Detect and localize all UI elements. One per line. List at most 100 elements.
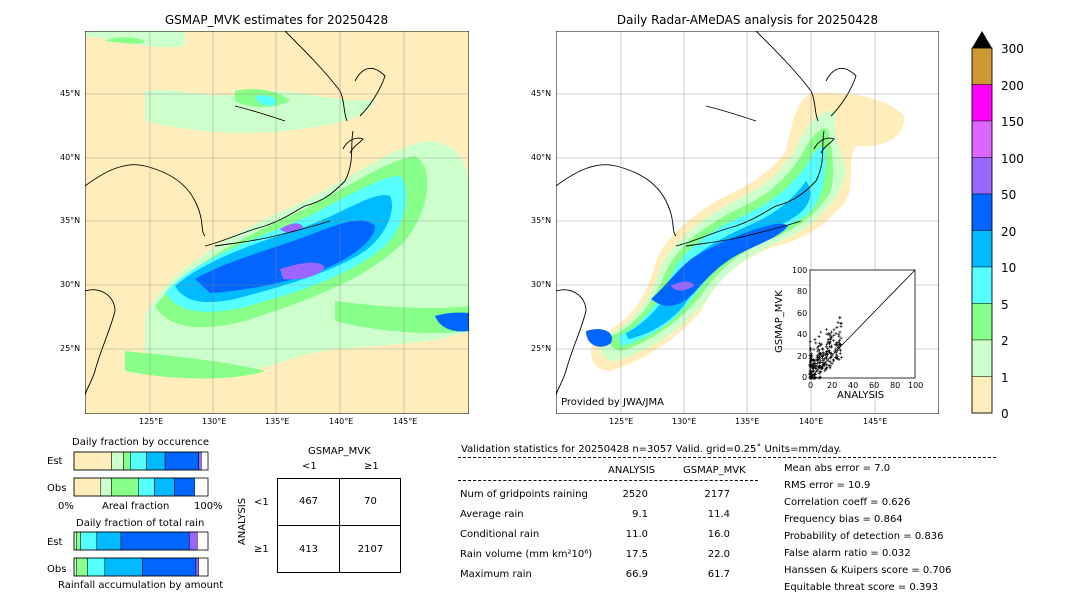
left-lon-label: 145°E [393,417,418,426]
scatter-point [821,366,825,370]
fraction-segment [164,451,199,471]
contingency-cell: 467 [298,496,319,507]
scatter-point [838,316,842,320]
scatter-xtick: 20 [827,381,838,390]
contingency-divider-h [278,525,400,526]
scatter-points [808,316,843,380]
total-rain-bars [73,531,209,577]
colorbar-label: 2 [1001,334,1009,348]
fraction-segment [123,451,131,471]
scatter-point [836,354,840,358]
contingency-row-title: ANALYSIS [237,497,249,546]
right-lat-label: 25°N [531,344,552,353]
left-map-title: GSMAP_MVK estimates for 20250428 [164,13,389,27]
occurrence-obs-bar [73,477,209,497]
scatter-point [839,349,843,353]
scatter-point [825,328,829,332]
scatter-point [808,353,812,357]
scatter-point [825,343,829,347]
validation-gsmap-value: 22.0 [707,549,730,560]
fraction-segment [120,531,190,551]
scatter-point [826,337,830,341]
scatter-point [838,338,842,342]
scatter-point [825,354,829,358]
validation-header-rule [458,457,996,458]
colorbar-label: 10 [1001,261,1017,275]
validation-analysis-value: 9.1 [632,509,648,520]
validation-score: False alarm ratio = 0.032 [784,548,911,559]
validation-col-header: ANALYSIS [608,465,656,476]
colorbar-cell [971,193,993,231]
validation-col-rule [458,480,758,481]
colorbar-label: 300 [1001,42,1024,56]
occurrence-row-label: Est [47,456,63,467]
scatter-point [839,355,843,359]
scatter-point [812,347,816,351]
scatter-point [817,341,821,345]
validation-analysis-value: 17.5 [625,549,648,560]
colorbar-cell [971,303,993,341]
scatter-point [820,352,824,356]
left-gridlines [85,31,469,414]
fraction-bar-outline [73,557,209,577]
validation-row-label: Maximum rain [460,569,532,580]
validation-row-label: Rain volume (mm km²10⁶) [460,549,593,560]
contingency-cell: 413 [298,544,319,555]
fraction-segment [111,477,139,497]
colorbar-cell [971,339,993,377]
fraction-segment [111,451,124,471]
left-lon-label: 130°E [202,417,227,426]
fraction-segment [130,451,147,471]
scatter-point [817,364,821,368]
fraction-bar-outline [73,477,209,497]
scatter-point [809,352,813,356]
left-lon-label: 135°E [265,417,290,426]
total-rain-row-label: Obs [47,564,67,575]
left-map [85,31,469,414]
occurrence-row-label: Obs [47,483,67,494]
scatter-point [809,361,813,365]
validation-gsmap-value: 61.7 [707,569,730,580]
colorbar-cell [971,376,993,414]
scatter-point [825,353,829,357]
scatter-point [812,361,816,365]
scatter-point [828,364,832,368]
scatter-point [814,366,818,370]
scatter-point [838,344,842,348]
fraction-segment [96,531,122,551]
scatter-point [818,369,822,373]
contingency-col-label: <1 [302,461,317,472]
fraction-segment [104,557,143,577]
fraction-segment [80,531,98,551]
right-lat-label: 35°N [531,216,552,225]
scatter-point [815,368,819,372]
right-lat-label: 40°N [531,153,552,162]
scatter-point [832,328,836,332]
scatter-point [814,364,818,368]
scatter-point [839,321,843,325]
validation-analysis-value: 2520 [622,489,648,500]
total-rain-row-label: Est [47,537,63,548]
scatter-point [808,376,812,380]
scatter-ytick: 80 [797,287,808,296]
scatter-point [814,341,818,345]
scatter-xtick: 60 [869,381,880,390]
scatter-point [818,356,822,360]
scatter-plot [808,269,916,380]
right-lon-label: 125°E [609,417,634,426]
scatter-point [821,350,825,354]
scatter-point [838,330,842,334]
right-map [556,31,939,414]
scatter-point [810,370,814,374]
scatter-point [825,362,829,366]
scatter-point [815,346,819,350]
scatter-point [811,376,815,380]
scatter-point [828,349,832,353]
left-lat-label: 35°N [60,216,81,225]
validation-score: Equitable threat score = 0.393 [784,582,939,593]
contingency-row-label: <1 [254,497,269,508]
contingency-col-title: GSMAP_MVK [308,446,371,457]
validation-row-label: Average rain [460,509,524,520]
scatter-point [835,341,839,345]
right-lon-label: 130°E [672,417,697,426]
